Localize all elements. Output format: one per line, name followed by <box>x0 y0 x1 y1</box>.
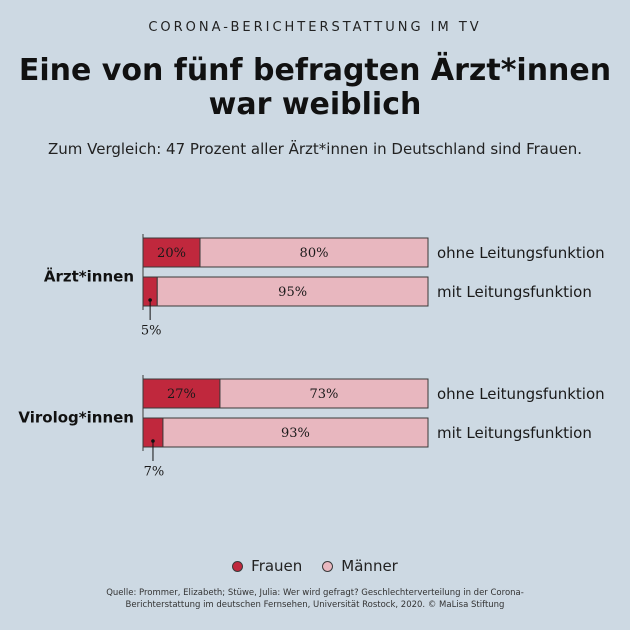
data-label-maenner-aerztinnen-mit: 95% <box>278 285 307 300</box>
row-label-virologinnen-ohne: ohne Leitungsfunktion <box>437 385 605 403</box>
legend-swatch-maenner <box>322 560 334 572</box>
group-label-aerztinnen: Ärzt*innen <box>44 267 134 286</box>
legend-label-frauen: Frauen <box>251 557 303 575</box>
chart-title: Eine von fünf befragten Ärzt*innen war w… <box>0 54 630 122</box>
data-label-maenner-virologinnen-ohne: 73% <box>310 387 339 402</box>
bar-maenner-virologinnen-mit <box>162 417 429 448</box>
legend: Frauen Männer <box>0 557 630 575</box>
data-label-frauen-aerztinnen-mit: 5% <box>141 324 162 339</box>
data-label-frauen-virologinnen-mit: 7% <box>144 465 165 480</box>
legend-label-maenner: Männer <box>341 557 398 575</box>
source-line-2: Berichterstattung im deutschen Fernsehen… <box>125 600 505 610</box>
row-label-virologinnen-mit: mit Leitungsfunktion <box>437 424 592 442</box>
source-note: Quelle: Prommer, Elizabeth; Stüwe, Julia… <box>0 587 630 611</box>
row-label-aerztinnen-mit: mit Leitungsfunktion <box>437 283 592 301</box>
bar-frauen-virologinnen-ohne <box>142 378 221 409</box>
chart-subtitle: Zum Vergleich: 47 Prozent aller Ärzt*inn… <box>47 140 583 158</box>
leader-dot-aerztinnen-mit <box>148 298 152 302</box>
kicker: CORONA-BERICHTERSTATTUNG IM TV <box>148 20 482 35</box>
data-label-frauen-aerztinnen-ohne: 20% <box>157 246 186 261</box>
bar-maenner-aerztinnen-mit <box>156 276 429 307</box>
legend-swatch-frauen <box>232 560 244 572</box>
legend-item-maenner: Männer <box>322 557 398 575</box>
row-label-aerztinnen-ohne: ohne Leitungsfunktion <box>437 244 605 262</box>
data-label-maenner-aerztinnen-ohne: 80% <box>300 246 329 261</box>
leader-dot-virologinnen-mit <box>151 439 155 443</box>
title-line-2: war weiblich <box>208 87 422 122</box>
source-line-1: Quelle: Prommer, Elizabeth; Stüwe, Julia… <box>106 588 524 598</box>
data-label-frauen-virologinnen-ohne: 27% <box>167 387 196 402</box>
bar-maenner-aerztinnen-ohne <box>199 237 429 268</box>
data-label-maenner-virologinnen-mit: 93% <box>281 426 310 441</box>
legend-item-frauen: Frauen <box>232 557 302 575</box>
bar-maenner-virologinnen-ohne <box>219 378 429 409</box>
title-line-1: Eine von fünf befragten Ärzt*innen <box>18 53 612 88</box>
group-label-virologinnen: Virolog*innen <box>18 409 134 427</box>
